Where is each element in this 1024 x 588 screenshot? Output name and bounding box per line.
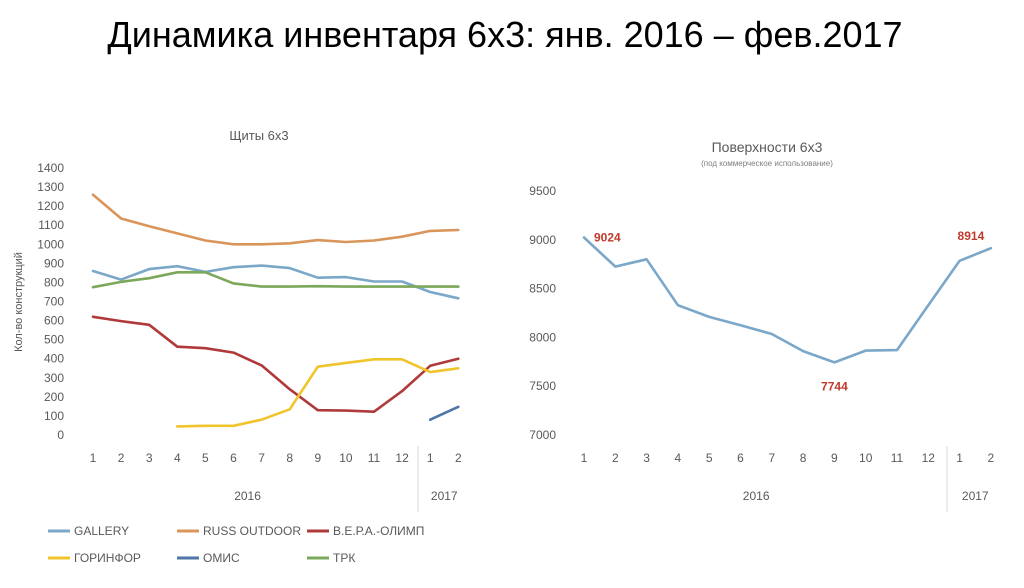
chart2-ytick-label: 9500	[529, 184, 556, 198]
chart2-xtick-label: 2	[988, 451, 995, 465]
chart1-legend-label: GALLERY	[74, 524, 129, 538]
chart1-series-russ-outdoor-line	[91, 193, 460, 246]
chart1-legend-label: RUSS OUTDOOR	[203, 524, 301, 538]
chart2-xtick-label: 6	[737, 451, 744, 465]
chart1-ytick-label: 1100	[38, 218, 64, 232]
chart1-xtick-label: 10	[339, 451, 353, 465]
chart2-ytick-label: 7500	[529, 379, 556, 393]
chart1-title: Щиты 6х3	[229, 128, 288, 143]
chart2-xtick-label: 2	[612, 451, 619, 465]
chart2-xtick-label: 9	[831, 451, 838, 465]
chart1-xtick-label: 11	[368, 451, 381, 465]
chart1-ytick-label: 1200	[37, 199, 64, 213]
chart2-xtick-label: 8	[800, 451, 807, 465]
chart2-year-label: 2016	[743, 489, 770, 503]
chart1-xtick-label: 9	[314, 451, 321, 465]
chart1-ytick-label: 400	[44, 352, 64, 366]
chart1-series-gallery-line	[91, 264, 460, 300]
chart1-ytick-label: 800	[44, 275, 64, 289]
chart2-xtick-label: 11	[891, 451, 904, 465]
chart1-series-трк-line	[91, 270, 460, 289]
chart1-ytick-label: 1300	[37, 180, 64, 194]
chart1-series-омис-line	[428, 405, 460, 422]
chart1-xtick-label: 12	[395, 451, 409, 465]
chart1-ytick-label: 200	[44, 390, 64, 404]
chart1-series-горинфор-line	[176, 357, 460, 428]
chart1-ytick-label: 0	[57, 428, 64, 442]
chart1-legend-label: В.Е.Р.А.-ОЛИМП	[333, 524, 424, 538]
chart1-ylabel: Кол-во конструкций	[13, 252, 25, 352]
chart2-series-line	[582, 236, 993, 364]
chart2-xtick-label: 5	[706, 451, 713, 465]
chart1-year-label: 2017	[431, 489, 458, 503]
chart2-data-label: 8914	[958, 229, 985, 243]
chart2-xtick-label: 7	[768, 451, 775, 465]
chart1-ytick-label: 300	[44, 371, 64, 385]
chart1-xtick-label: 4	[174, 451, 181, 465]
chart1-year-label: 2016	[234, 489, 261, 503]
slide-title: Динамика инвентаря 6х3: янв. 2016 – фев.…	[107, 14, 903, 55]
chart1-xtick-label: 7	[258, 451, 265, 465]
chart1-ytick-label: 1000	[37, 237, 64, 251]
chart1-xtick-label: 8	[286, 451, 293, 465]
chart2-xtick-label: 4	[675, 451, 682, 465]
chart2-year-label: 2017	[962, 489, 989, 503]
chart2-data-label: 7744	[821, 379, 848, 393]
chart2-ytick-label: 7000	[529, 428, 556, 442]
chart1-ytick-label: 600	[44, 314, 64, 328]
chart2-xtick-label: 3	[643, 451, 650, 465]
chart1-xtick-label: 1	[90, 451, 97, 465]
chart1-xtick-label: 5	[202, 451, 209, 465]
chart1-ytick-label: 700	[44, 295, 64, 309]
chart1-ytick-label: 100	[44, 409, 64, 423]
chart2-subtitle: (под коммерческое использование)	[701, 159, 833, 168]
chart1-series-в-е-р-а-олимп-line	[91, 315, 460, 414]
chart2-xtick-label: 1	[956, 451, 963, 465]
chart2-xtick-label: 1	[581, 451, 588, 465]
chart1-legend-label: ТРК	[333, 551, 355, 565]
chart1-ytick-label: 500	[44, 333, 64, 347]
chart1-xtick-label: 1	[427, 451, 434, 465]
chart2-ytick-label: 8500	[529, 282, 556, 296]
chart1-ytick-label: 900	[44, 256, 64, 270]
chart1-xtick-label: 6	[230, 451, 237, 465]
chart2-xtick-label: 12	[922, 451, 936, 465]
chart1-legend-label: ОМИС	[203, 551, 240, 565]
chart2-ytick-label: 9000	[529, 233, 556, 247]
chart2-xtick-label: 10	[859, 451, 873, 465]
chart1-xtick-label: 2	[118, 451, 125, 465]
chart1-legend-label: ГОРИНФОР	[74, 551, 141, 565]
chart2-title: Поверхности 6х3	[712, 139, 823, 155]
chart1-xtick-label: 3	[146, 451, 153, 465]
chart2-data-label: 9024	[594, 230, 621, 244]
chart2-ytick-label: 8000	[529, 330, 556, 344]
chart1-ytick-label: 1400	[37, 161, 64, 175]
chart1-xtick-label: 2	[455, 451, 462, 465]
